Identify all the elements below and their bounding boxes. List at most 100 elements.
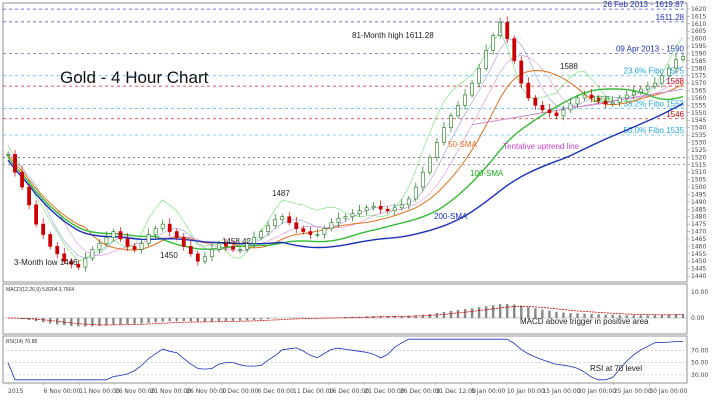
macd-signal-line [7, 305, 684, 326]
annotation-1450: 1450 [160, 251, 178, 260]
macd-layer: 10.00 0.00 [3, 289, 708, 327]
candle-body [561, 109, 566, 117]
x-tick-label: 11 Nov 00:00 [79, 388, 120, 395]
50-sma-line [7, 69, 684, 251]
candle-body [181, 237, 186, 247]
price-tick-label: 1505 [691, 177, 706, 184]
candle-body [231, 246, 235, 250]
chikou-line [7, 30, 684, 262]
x-tick-label: 16 Dec 00:00 [329, 388, 370, 395]
x-tick-label: 1 Dec 00:00 [222, 388, 259, 395]
candle-body [104, 237, 109, 244]
candle-body [638, 88, 643, 93]
candle-body [505, 21, 510, 39]
price-tick-label: 1520 [691, 154, 706, 161]
price-tick-label: 1555 [691, 102, 706, 109]
candle-body [674, 59, 678, 69]
rsi-note: RSI at 70 level [590, 364, 642, 373]
candle-body [6, 154, 10, 156]
price-tick-label: 1565 [691, 88, 706, 95]
price-tick-label: 1440 [691, 273, 706, 280]
rsi-line [7, 338, 683, 381]
price-tick-label: 1575 [691, 73, 706, 80]
macd-note: MACD above trigger in positive area [520, 317, 649, 326]
price-tick-label: 1485 [691, 206, 706, 213]
macd-tick-label: 10.00 [691, 289, 708, 296]
candle-body [41, 223, 46, 235]
candle-body [48, 234, 53, 247]
candle-body [62, 253, 67, 262]
annotation-1458: 1458.42 [222, 237, 251, 246]
price-tick-label: 1605 [691, 28, 706, 35]
price-tick-label: 1595 [691, 43, 706, 50]
price-tick-label: 1545 [691, 117, 706, 124]
candle-body [329, 222, 334, 229]
price-tick-label: 1535 [691, 132, 706, 139]
candle-body [540, 105, 545, 111]
macd-panel [2, 283, 688, 335]
level-label: 1611.28 [656, 13, 685, 22]
candle-body [245, 243, 249, 250]
price-tick-label: 1445 [691, 266, 706, 273]
x-tick-label: 26 Nov 00:00 [186, 388, 227, 395]
candle-body [491, 35, 496, 51]
candle-body [378, 206, 383, 210]
candle-body [427, 157, 432, 173]
candle-body [238, 249, 242, 251]
rsi-header: RSI(14) 70.88 [6, 339, 37, 345]
candle-body [512, 38, 517, 62]
price-tick-label: 1495 [691, 191, 706, 198]
level-label: 23.6% Fibo 1575 [624, 67, 685, 76]
candle-body [301, 228, 306, 232]
price-tick-label: 1530 [691, 140, 706, 147]
candle-body [526, 82, 531, 99]
x-tick-label: 6 Dec 00:00 [257, 388, 294, 395]
x-tick-label: 21 Dec 00:00 [364, 388, 405, 395]
candle-body [139, 243, 144, 250]
candle-body [385, 208, 390, 212]
annotation-100-sma: 100-SMA [470, 169, 504, 178]
candle-body [76, 263, 81, 268]
candle-body [69, 260, 74, 265]
rsi-panel [2, 335, 688, 384]
level-label: 26 Feb 2013 - 1619.87 [603, 0, 685, 9]
price-tick-label: 1610 [691, 21, 706, 28]
candle-body [477, 67, 481, 84]
price-tick-label: 1465 [691, 236, 706, 243]
level-label: 50.0% Fibo 1535 [624, 126, 685, 135]
x-tick-label: 5 Jan 00:00 [471, 388, 505, 395]
annotation-3-month-low: 3-Month low 1446 [14, 258, 78, 267]
candle-body [413, 186, 418, 200]
x-tick-label: 10 Jan 00:00 [507, 388, 545, 395]
candle-body [533, 97, 538, 106]
candle-body [589, 94, 594, 99]
price-tick-label: 1620 [691, 6, 706, 13]
macd-tick-label: 0.00 [691, 315, 705, 322]
candle-body [111, 231, 116, 238]
candle-body [280, 216, 285, 220]
candle-body [371, 206, 376, 209]
price-tick-label: 1510 [691, 169, 706, 176]
price-tick-label: 1475 [691, 221, 706, 228]
candle-body [125, 238, 130, 247]
price-tick-label: 1490 [691, 199, 706, 206]
annotation-1588: 1588 [560, 62, 578, 71]
candle-body [547, 109, 552, 114]
annotation-1558: 1558 [592, 95, 610, 104]
candle-body [350, 213, 355, 218]
chart-title: Gold - 4 Hour Chart [60, 68, 209, 87]
candles-layer [6, 16, 685, 272]
price-tick-label: 1560 [691, 95, 706, 102]
candle-body [90, 249, 95, 259]
candle-body [336, 217, 341, 223]
candle-body [202, 256, 207, 262]
candle-body [596, 97, 601, 102]
candle-body [315, 234, 320, 236]
candle-body [167, 223, 172, 232]
x-tick-label: 15 Jan 00:00 [542, 388, 580, 395]
price-tick-label: 1570 [691, 80, 706, 87]
candle-body [617, 97, 622, 103]
annotation-81-month-high: 81-Month high 1611.28 [352, 31, 434, 40]
x-tick-label: 2015 [8, 388, 23, 395]
